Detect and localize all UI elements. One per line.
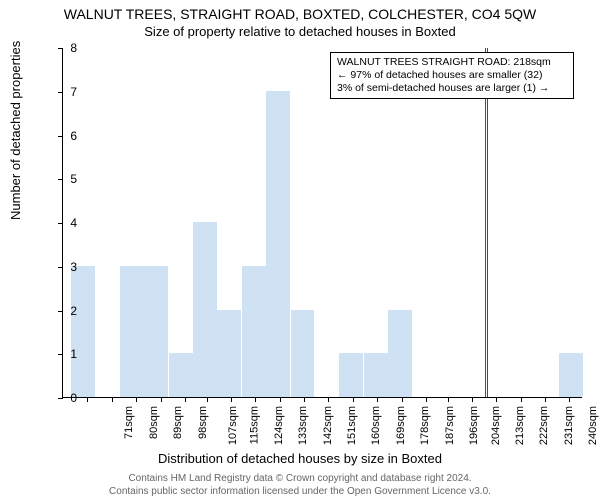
- legend-line: ← 97% of detached houses are smaller (32…: [337, 69, 567, 82]
- property-marker-line: [487, 48, 488, 397]
- x-tick-mark: [280, 397, 281, 402]
- x-tick-label: 213sqm: [514, 406, 526, 445]
- x-tick-mark: [87, 397, 88, 402]
- histogram-bar: [388, 310, 412, 398]
- x-tick-mark: [161, 397, 162, 402]
- histogram-bar: [339, 353, 363, 397]
- y-tick-label: 5: [47, 172, 77, 186]
- histogram-bar: [291, 310, 315, 398]
- histogram-bar: [144, 266, 168, 397]
- chart-title: WALNUT TREES, STRAIGHT ROAD, BOXTED, COL…: [0, 0, 600, 22]
- x-tick-mark: [255, 397, 256, 402]
- x-tick-label: 178sqm: [419, 406, 431, 445]
- y-axis-label: Number of detached properties: [8, 41, 23, 220]
- x-tick-mark: [521, 397, 522, 402]
- x-tick-label: 80sqm: [148, 406, 160, 439]
- chart-subtitle: Size of property relative to detached ho…: [0, 22, 600, 39]
- legend-line: 3% of semi-detached houses are larger (1…: [337, 82, 567, 95]
- x-tick-mark: [569, 397, 570, 402]
- histogram-bar: [266, 91, 290, 397]
- property-marker-line: [485, 48, 486, 397]
- footer-line-1: Contains HM Land Registry data © Crown c…: [0, 472, 600, 485]
- legend-line: WALNUT TREES STRAIGHT ROAD: 218sqm: [337, 56, 567, 69]
- x-tick-mark: [304, 397, 305, 402]
- chart-footer: Contains HM Land Registry data © Crown c…: [0, 472, 600, 498]
- x-tick-label: 98sqm: [197, 406, 209, 439]
- x-tick-mark: [545, 397, 546, 402]
- x-tick-label: 187sqm: [444, 406, 456, 445]
- property-size-chart: WALNUT TREES, STRAIGHT ROAD, BOXTED, COL…: [0, 0, 600, 500]
- x-tick-label: 231sqm: [563, 406, 575, 445]
- y-tick-label: 4: [47, 216, 77, 230]
- x-tick-mark: [136, 397, 137, 402]
- x-tick-label: 71sqm: [123, 406, 135, 439]
- histogram-bar: [71, 266, 95, 397]
- x-tick-label: 142sqm: [322, 406, 334, 445]
- x-axis-label: Distribution of detached houses by size …: [0, 451, 600, 466]
- histogram-bar: [217, 310, 241, 398]
- x-tick-mark: [402, 397, 403, 402]
- y-tick-label: 2: [47, 304, 77, 318]
- x-tick-label: 107sqm: [227, 406, 239, 445]
- histogram-bar: [120, 266, 144, 397]
- footer-line-2: Contains public sector information licen…: [0, 485, 600, 498]
- x-tick-label: 115sqm: [248, 406, 260, 444]
- x-tick-mark: [496, 397, 497, 402]
- y-tick-label: 0: [47, 391, 77, 405]
- legend-box: WALNUT TREES STRAIGHT ROAD: 218sqm← 97% …: [330, 52, 574, 99]
- histogram-bar: [193, 222, 217, 397]
- histogram-bar: [169, 353, 193, 397]
- x-tick-mark: [377, 397, 378, 402]
- x-tick-label: 133sqm: [297, 406, 309, 445]
- x-tick-mark: [112, 397, 113, 402]
- x-tick-mark: [426, 397, 427, 402]
- x-tick-mark: [231, 397, 232, 402]
- x-tick-mark: [185, 397, 186, 402]
- x-tick-mark: [207, 397, 208, 402]
- x-tick-label: 240sqm: [587, 406, 599, 445]
- x-tick-label: 151sqm: [346, 406, 358, 445]
- x-tick-label: 89sqm: [172, 406, 184, 439]
- x-tick-mark: [448, 397, 449, 402]
- histogram-bar: [364, 353, 388, 397]
- histogram-bar: [242, 266, 266, 397]
- x-tick-label: 169sqm: [395, 406, 407, 445]
- histogram-bar: [559, 353, 583, 397]
- y-tick-label: 1: [47, 347, 77, 361]
- y-tick-label: 6: [47, 129, 77, 143]
- x-tick-mark: [328, 397, 329, 402]
- x-tick-label: 222sqm: [538, 406, 550, 445]
- x-tick-label: 124sqm: [273, 406, 285, 445]
- x-tick-mark: [353, 397, 354, 402]
- plot-area: WALNUT TREES STRAIGHT ROAD: 218sqm← 97% …: [62, 48, 582, 398]
- y-tick-label: 3: [47, 260, 77, 274]
- y-tick-label: 7: [47, 85, 77, 99]
- x-tick-label: 196sqm: [468, 406, 480, 445]
- bars-container: [63, 48, 582, 397]
- x-tick-label: 160sqm: [371, 406, 383, 445]
- y-tick-label: 8: [47, 41, 77, 55]
- x-tick-mark: [472, 397, 473, 402]
- x-tick-label: 204sqm: [490, 406, 502, 445]
